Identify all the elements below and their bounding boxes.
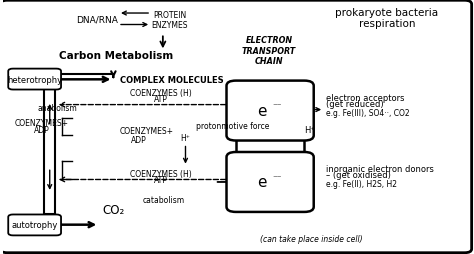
FancyBboxPatch shape (227, 152, 314, 212)
Text: Carbon Metabolism: Carbon Metabolism (59, 51, 173, 61)
Text: – (get oxidised): – (get oxidised) (326, 171, 391, 180)
Text: ATP: ATP (154, 94, 167, 104)
Text: CO₂: CO₂ (102, 203, 125, 216)
Text: protonmotive force: protonmotive force (196, 121, 269, 130)
Text: ⁻⁻: ⁻⁻ (272, 102, 282, 111)
FancyBboxPatch shape (44, 75, 55, 215)
Text: ATP: ATP (154, 175, 167, 184)
Text: e.g. Fe(II), H2S, H2: e.g. Fe(II), H2S, H2 (326, 180, 397, 189)
Text: DNA/RNA: DNA/RNA (76, 16, 118, 25)
Text: e: e (257, 104, 267, 119)
Text: (get reduced): (get reduced) (326, 100, 383, 109)
Text: H⁺: H⁺ (304, 126, 315, 135)
Text: COENZYMES (H): COENZYMES (H) (129, 89, 191, 98)
Text: COENZYMES+: COENZYMES+ (119, 127, 173, 136)
Text: ADP: ADP (34, 125, 50, 134)
Text: COENZYMES+: COENZYMES+ (15, 118, 69, 127)
Text: anabolism: anabolism (37, 103, 77, 113)
Text: e: e (257, 175, 267, 190)
Text: catabolism: catabolism (143, 195, 185, 204)
Text: PROTEIN: PROTEIN (153, 11, 187, 20)
Text: autotrophy: autotrophy (11, 220, 58, 229)
FancyBboxPatch shape (227, 81, 314, 141)
Text: heterotrophy: heterotrophy (7, 75, 62, 85)
Text: (can take place inside cell): (can take place inside cell) (260, 234, 363, 243)
Text: prokaryote bacteria
respiration: prokaryote bacteria respiration (335, 8, 438, 29)
Text: COENZYMES (H): COENZYMES (H) (129, 169, 191, 178)
FancyBboxPatch shape (8, 69, 61, 90)
Text: inorganic electron donors: inorganic electron donors (326, 164, 433, 173)
Text: ADP: ADP (130, 135, 146, 145)
Text: ENZYMES: ENZYMES (152, 21, 188, 30)
Text: COMPLEX MOLECULES: COMPLEX MOLECULES (120, 75, 224, 85)
FancyBboxPatch shape (8, 215, 61, 235)
Text: ELECTRON
TRANSPORT
CHAIN: ELECTRON TRANSPORT CHAIN (242, 36, 296, 66)
Text: e.g. Fe(III), SO4··, CO2: e.g. Fe(III), SO4··, CO2 (326, 108, 409, 118)
Text: electron acceptors: electron acceptors (326, 93, 404, 102)
Text: H⁺: H⁺ (181, 133, 191, 142)
Text: ⁻⁻: ⁻⁻ (272, 173, 282, 182)
